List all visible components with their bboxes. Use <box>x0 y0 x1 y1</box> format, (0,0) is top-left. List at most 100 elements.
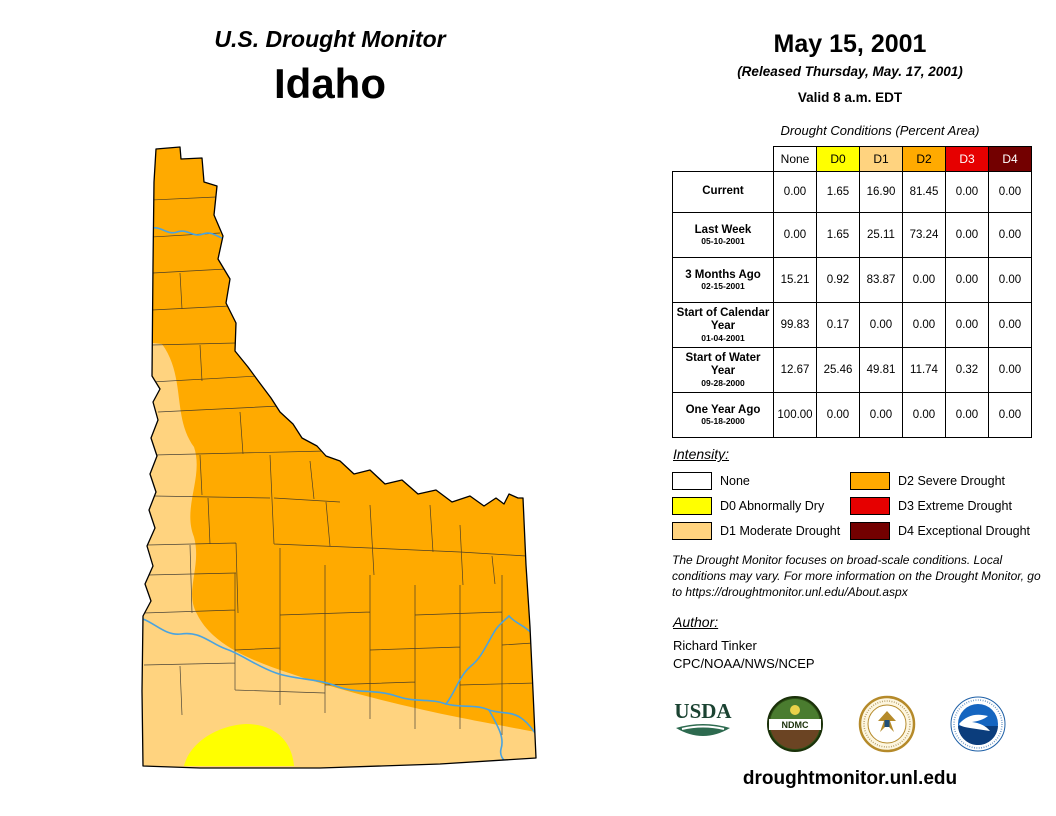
table-cell: 0.00 <box>902 302 946 348</box>
ndmc-logo: NDMC <box>765 694 825 759</box>
usda-logo: USDA <box>672 698 734 755</box>
table-row: 3 Months Ago 02-15-2001 15.21 0.92 83.87… <box>672 257 1032 303</box>
row-label: Last Week <box>694 223 752 236</box>
drought-conditions-table: None D0 D1 D2 D3 D4 Current 0.00 1.65 16… <box>672 146 1032 438</box>
row-label: Start of Calendar Year <box>676 307 770 333</box>
table-row: Current 0.00 1.65 16.90 81.45 0.00 0.00 <box>672 171 1032 213</box>
row-date: 09-28-2000 <box>701 377 745 388</box>
table-cell: 0.00 <box>988 392 1032 438</box>
legend-label: D1 Moderate Drought <box>720 523 841 538</box>
table-cell: 0.00 <box>902 392 946 438</box>
agency-logos: USDA NDMC <box>672 692 1008 760</box>
table-cell: 0.00 <box>988 302 1032 348</box>
legend-item-d3: D3 Extreme Drought <box>850 493 1028 518</box>
noaa-logo <box>948 694 1008 759</box>
table-cell: 0.00 <box>945 212 989 258</box>
legend-item-none: None <box>672 468 850 493</box>
legend-item-d0: D0 Abnormally Dry <box>672 493 850 518</box>
county-boundaries <box>143 196 536 735</box>
footer-url: droughtmonitor.unl.edu <box>742 768 958 789</box>
row-date: 02-15-2001 <box>701 280 745 291</box>
none-swatch <box>672 471 712 490</box>
d3-swatch <box>850 496 890 515</box>
d4-swatch <box>850 521 890 540</box>
row-label: One Year Ago <box>685 403 761 416</box>
table-cell: 0.00 <box>988 347 1032 393</box>
idaho-drought-map <box>140 145 540 775</box>
map-d0-region <box>184 724 294 766</box>
table-cell: 49.81 <box>859 347 903 393</box>
table-header-row: None D0 D1 D2 D3 D4 <box>673 146 1032 172</box>
table-cell: 99.83 <box>773 302 817 348</box>
d2-swatch <box>850 471 890 490</box>
column-header-d1: D1 <box>859 146 903 172</box>
legend-label: None <box>720 473 750 488</box>
table-cell: 12.67 <box>773 347 817 393</box>
legend-title: Intensity: <box>673 446 730 462</box>
column-header-d2: D2 <box>902 146 946 172</box>
report-title: U.S. Drought Monitor <box>214 26 446 52</box>
table-cell: 16.90 <box>859 171 903 213</box>
column-header-d3: D3 <box>945 146 989 172</box>
released-date: (Released Thursday, May. 17, 2001) <box>737 64 963 79</box>
table-cell: 25.11 <box>859 212 903 258</box>
table-cell: 11.74 <box>902 347 946 393</box>
map-d1-region <box>142 341 536 768</box>
table-cell: 0.00 <box>859 392 903 438</box>
table-cell: 0.17 <box>816 302 860 348</box>
row-date: 05-18-2000 <box>701 415 745 426</box>
table-row: Last Week 05-10-2001 0.00 1.65 25.11 73.… <box>672 212 1032 258</box>
ndmc-text: NDMC <box>782 720 809 730</box>
table-cell: 0.00 <box>945 257 989 303</box>
valid-time: Valid 8 a.m. EDT <box>797 90 903 105</box>
d0-swatch <box>672 496 712 515</box>
column-header-none: None <box>773 146 817 172</box>
table-cell: 1.65 <box>816 171 860 213</box>
table-cell: 0.00 <box>773 212 817 258</box>
disclaimer-text: The Drought Monitor focuses on broad-sca… <box>672 553 1041 599</box>
seagull-icon <box>958 714 990 731</box>
commerce-seal <box>857 694 917 759</box>
idaho-map-svg <box>141 146 537 769</box>
usda-text: USDA <box>674 699 732 723</box>
row-label: Start of Water Year <box>685 352 761 378</box>
table-cell: 0.00 <box>859 302 903 348</box>
legend-item-d4: D4 Exceptional Drought <box>850 518 1030 543</box>
row-date: 01-04-2001 <box>701 332 745 343</box>
legend-label: D3 Extreme Drought <box>898 498 1012 513</box>
table-cell: 100.00 <box>773 392 817 438</box>
column-header-d0: D0 <box>816 146 860 172</box>
legend-item-d1: D1 Moderate Drought <box>672 518 850 543</box>
author-org: CPC/NOAA/NWS/NCEP <box>673 656 815 671</box>
report-date: May 15, 2001 <box>773 30 927 58</box>
row-date: 05-10-2001 <box>701 235 745 246</box>
table-cell: 0.32 <box>945 347 989 393</box>
table-row: Start of Calendar Year 01-04-2001 99.83 … <box>672 302 1032 348</box>
legend-item-d2: D2 Severe Drought <box>850 468 1028 493</box>
table-cell: 0.00 <box>988 257 1032 303</box>
state-outline <box>141 146 537 769</box>
table-caption: Drought Conditions (Percent Area) <box>780 123 980 138</box>
table-cell: 0.92 <box>816 257 860 303</box>
table-cell: 15.21 <box>773 257 817 303</box>
table-cell: 0.00 <box>816 392 860 438</box>
table-cell: 0.00 <box>988 171 1032 213</box>
table-cell: 1.65 <box>816 212 860 258</box>
table-cell: 25.46 <box>816 347 860 393</box>
row-label: Current <box>702 185 744 198</box>
table-cell: 81.45 <box>902 171 946 213</box>
d1-swatch <box>672 521 712 540</box>
table-cell: 0.00 <box>902 257 946 303</box>
table-cell: 0.00 <box>773 171 817 213</box>
table-cell: 0.00 <box>945 171 989 213</box>
table-cell: 0.00 <box>988 212 1032 258</box>
author-name: Richard Tinker <box>673 638 757 653</box>
state-name: Idaho <box>274 60 386 107</box>
table-row: Start of Water Year 09-28-2000 12.67 25.… <box>672 347 1032 393</box>
row-label: 3 Months Ago <box>685 268 761 281</box>
table-corner-cell <box>673 147 774 172</box>
author-title: Author: <box>673 614 719 630</box>
table-cell: 0.00 <box>945 392 989 438</box>
table-cell: 83.87 <box>859 257 903 303</box>
